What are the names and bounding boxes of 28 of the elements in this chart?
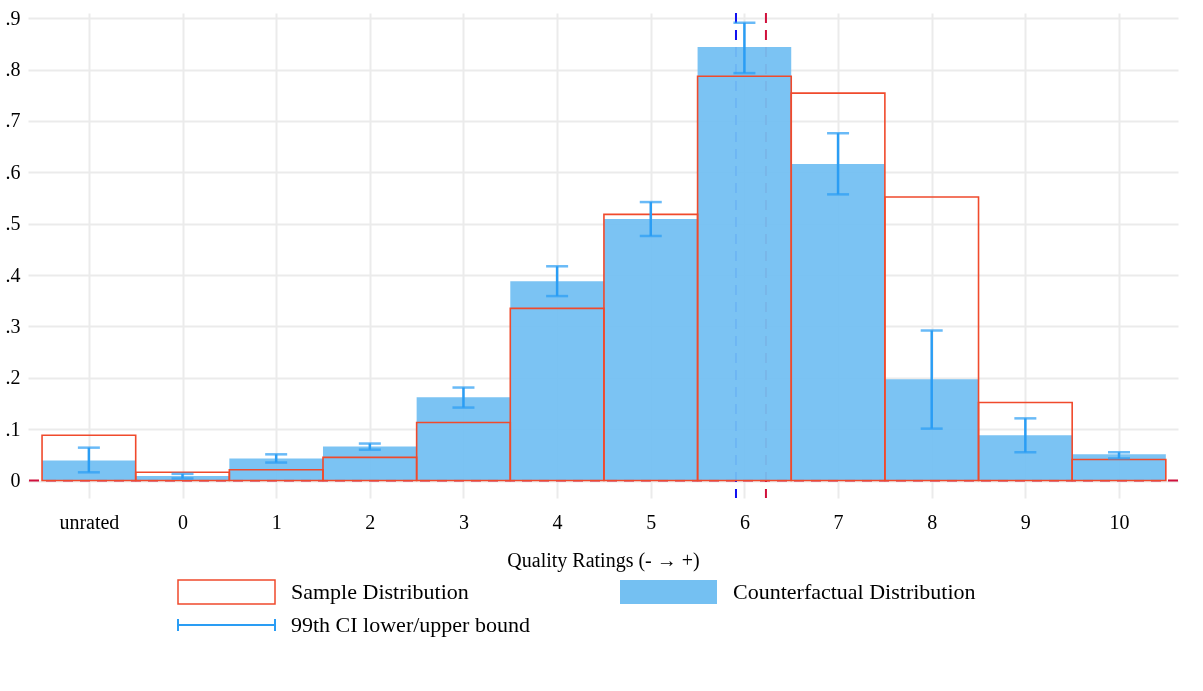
x-tick-label: 3	[458, 510, 469, 533]
x-tick-label: 4	[552, 510, 563, 533]
y-tick-label: .4	[5, 263, 21, 286]
x-tick-label: 6	[739, 510, 750, 533]
y-tick-label: .9	[5, 6, 21, 29]
x-tick-label: 7	[833, 510, 844, 533]
bar	[791, 164, 885, 481]
x-tick-label: unrated	[59, 510, 120, 533]
x-tick-label: 10	[1109, 510, 1130, 533]
x-axis-title: Quality Ratings (- → +)	[507, 548, 700, 572]
y-tick-label: .6	[5, 160, 21, 183]
y-tick-label: .7	[5, 109, 21, 132]
y-tick-label: .8	[5, 58, 21, 81]
bar	[510, 281, 604, 481]
y-tick-label: .3	[5, 314, 21, 337]
legend-label: Sample Distribution	[291, 579, 469, 604]
x-tick-label: 0	[178, 510, 189, 533]
y-tick-label: .5	[5, 212, 21, 235]
x-tick-label: 9	[1020, 510, 1031, 533]
y-tick-label: 0	[10, 469, 21, 492]
x-tick-label: 1	[271, 510, 282, 533]
y-tick-label: .2	[5, 366, 21, 389]
x-tick-label: 5	[646, 510, 657, 533]
text: 99th CI lower/upper bound	[291, 612, 530, 637]
legend-label: Counterfactual Distribution	[733, 579, 976, 604]
x-tick-label: 8	[927, 510, 938, 533]
x-tick-label: 2	[365, 510, 376, 533]
y-tick-label: .1	[5, 417, 21, 440]
